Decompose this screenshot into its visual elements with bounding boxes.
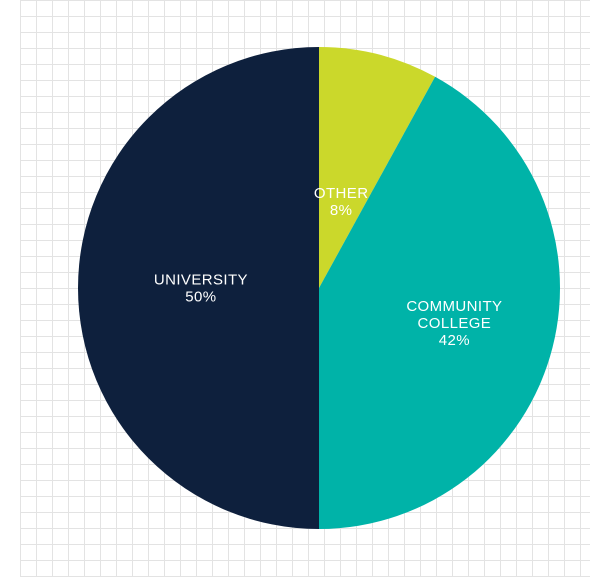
slice-value-label: 50% — [185, 289, 216, 306]
slice-category-label: COLLEGE — [418, 315, 492, 332]
pie-slice-university — [78, 47, 319, 529]
pie-slice-community-college — [319, 76, 561, 529]
slice-value-label: 42% — [439, 332, 470, 349]
slice-category-label: OTHER — [314, 185, 369, 202]
pie-slices — [78, 47, 561, 529]
slice-category-label: COMMUNITY — [406, 298, 502, 315]
slice-value-label: 8% — [330, 202, 352, 219]
slice-category-label: UNIVERSITY — [154, 272, 248, 289]
pie-slice-other — [319, 47, 436, 288]
